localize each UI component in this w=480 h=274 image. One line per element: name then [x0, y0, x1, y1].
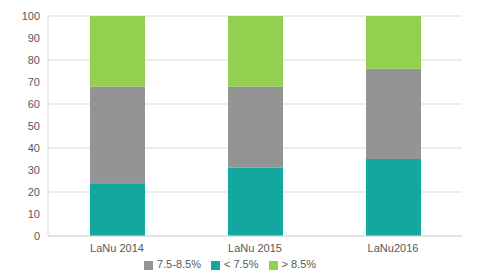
svg-text:LaNu 2015: LaNu 2015	[228, 242, 282, 254]
svg-text:60: 60	[28, 98, 40, 110]
svg-text:LaNu2016: LaNu2016	[368, 242, 419, 254]
svg-text:LaNu 2014: LaNu 2014	[90, 242, 144, 254]
html-text:< 7.5%: < 7.5%	[224, 258, 259, 270]
svg-text:10: 10	[28, 208, 40, 220]
svg-text:100: 100	[22, 10, 40, 22]
html-text:7.5-8.5%: 7.5-8.5%	[156, 258, 201, 270]
svg-text:80: 80	[28, 54, 40, 66]
svg-text:50: 50	[28, 120, 40, 132]
svg-text:0: 0	[34, 230, 40, 242]
svg-text:70: 70	[28, 76, 40, 88]
svg-text:20: 20	[28, 186, 40, 198]
svg-text:90: 90	[28, 32, 40, 44]
html-text:> 8.5%: > 8.5%	[281, 258, 317, 270]
svg-text:40: 40	[28, 142, 40, 154]
svg-text:30: 30	[28, 164, 40, 176]
